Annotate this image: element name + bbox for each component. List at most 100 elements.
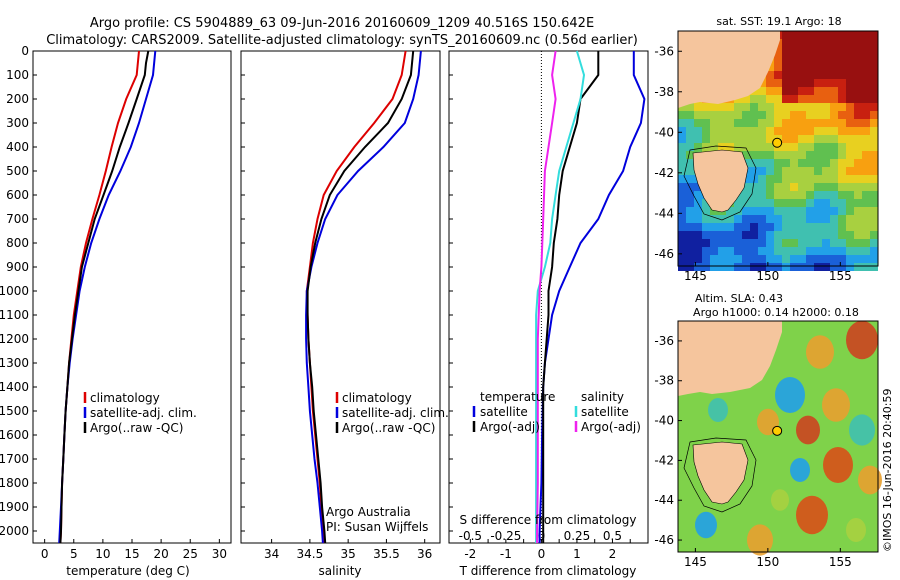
sst-cell	[854, 135, 862, 143]
sst-cell	[758, 199, 766, 207]
figure-title-line2: Climatology: CARS2009. Satellite-adjuste…	[46, 33, 638, 48]
sst-cell	[870, 127, 878, 135]
sst-cell	[846, 95, 854, 103]
sst-cell	[838, 55, 846, 63]
sst-cell	[758, 103, 766, 111]
sst-cell	[846, 47, 854, 55]
sst-mainland	[678, 31, 780, 108]
sst-cell	[742, 103, 750, 111]
sst-cell	[806, 79, 814, 87]
sst-cell	[758, 119, 766, 127]
sst-cell	[710, 223, 718, 231]
sst-cell	[870, 79, 878, 87]
sst-cell	[814, 183, 822, 191]
sst-cell	[686, 127, 694, 135]
sst-cell	[862, 247, 870, 255]
sst-cell	[870, 231, 878, 239]
figure-title-line1: Argo profile: CS 5904889_63 09-Jun-2016 …	[90, 16, 594, 31]
t-satellite-series-line	[538, 51, 646, 543]
x-tick-label: 30	[212, 547, 227, 561]
sst-cell	[838, 199, 846, 207]
sst-cell	[798, 247, 806, 255]
sst-cell	[870, 95, 878, 103]
sst-cell	[814, 143, 822, 151]
sst-cell	[790, 127, 798, 135]
sst-cell	[822, 63, 830, 71]
sst-cell	[678, 151, 686, 159]
depth-tick-label: 800	[6, 236, 29, 250]
salinity-xlabel: salinity	[318, 564, 361, 578]
sst-cell	[822, 247, 830, 255]
sst-cell	[846, 143, 854, 151]
sst-cell	[774, 111, 782, 119]
sst-cell	[830, 127, 838, 135]
sst-cell	[838, 231, 846, 239]
sst-cell	[854, 87, 862, 95]
sst-cell	[870, 63, 878, 71]
sla-heatmap-cells	[695, 320, 882, 556]
sst-cell	[790, 87, 798, 95]
legend-argo-label: Argo(..raw -QC)	[90, 421, 183, 435]
sst-cell	[838, 63, 846, 71]
sst-cell	[702, 239, 710, 247]
sst-cell	[782, 175, 790, 183]
argo-position-marker	[772, 137, 783, 148]
sst-cell	[686, 223, 694, 231]
sst-cell	[742, 263, 750, 271]
sst-cell	[750, 159, 758, 167]
sst-cell	[686, 167, 694, 175]
sst-cell	[758, 183, 766, 191]
sst-cell	[806, 63, 814, 71]
x-tick-label: -2	[464, 547, 476, 561]
sst-cell	[782, 143, 790, 151]
sst-cell	[870, 135, 878, 143]
sst-cell	[822, 31, 830, 39]
sst-cell	[710, 231, 718, 239]
sst-cell	[782, 127, 790, 135]
salinity-lines	[305, 50, 422, 544]
sla-anomaly-blob	[796, 415, 820, 445]
sst-cell	[814, 207, 822, 215]
sst-cell	[790, 103, 798, 111]
x-tick-label: 0	[41, 547, 49, 561]
sst-cell	[838, 183, 846, 191]
sst-cell	[774, 263, 782, 271]
sst-cell	[774, 87, 782, 95]
sst-cell	[830, 95, 838, 103]
sst-cell	[694, 183, 702, 191]
sst-cell	[870, 87, 878, 95]
sst-cell	[854, 55, 862, 63]
sst-cell	[702, 223, 710, 231]
sst-cell	[790, 111, 798, 119]
sst-cell	[854, 63, 862, 71]
sst-cell	[718, 119, 726, 127]
sst-cell	[774, 63, 782, 71]
depth-tick-label: 600	[6, 188, 29, 202]
lat-tick-label: -38	[654, 85, 674, 99]
sst-cell	[854, 143, 862, 151]
sst-cell	[766, 255, 774, 263]
sst-cell	[774, 223, 782, 231]
sst-cell	[838, 103, 846, 111]
sst-cell	[798, 191, 806, 199]
sst-cell	[766, 79, 774, 87]
sst-cell	[678, 239, 686, 247]
sst-cell	[862, 151, 870, 159]
sst-cell	[750, 183, 758, 191]
sst-cell	[838, 31, 846, 39]
sst-cell	[830, 119, 838, 127]
sst-cell	[806, 111, 814, 119]
salinity-annotation-line1: Argo Australia	[326, 505, 411, 519]
sst-cell	[774, 175, 782, 183]
top-tick-label: 0	[538, 529, 546, 543]
sst-cell	[782, 111, 790, 119]
sst-cell	[830, 151, 838, 159]
top-tick-label: 0.5	[603, 529, 622, 543]
sst-cell	[846, 79, 854, 87]
sst-cell	[726, 119, 734, 127]
sst-cell	[838, 247, 846, 255]
sst-cell	[822, 71, 830, 79]
sst-cell	[782, 135, 790, 143]
sst-cell	[798, 159, 806, 167]
